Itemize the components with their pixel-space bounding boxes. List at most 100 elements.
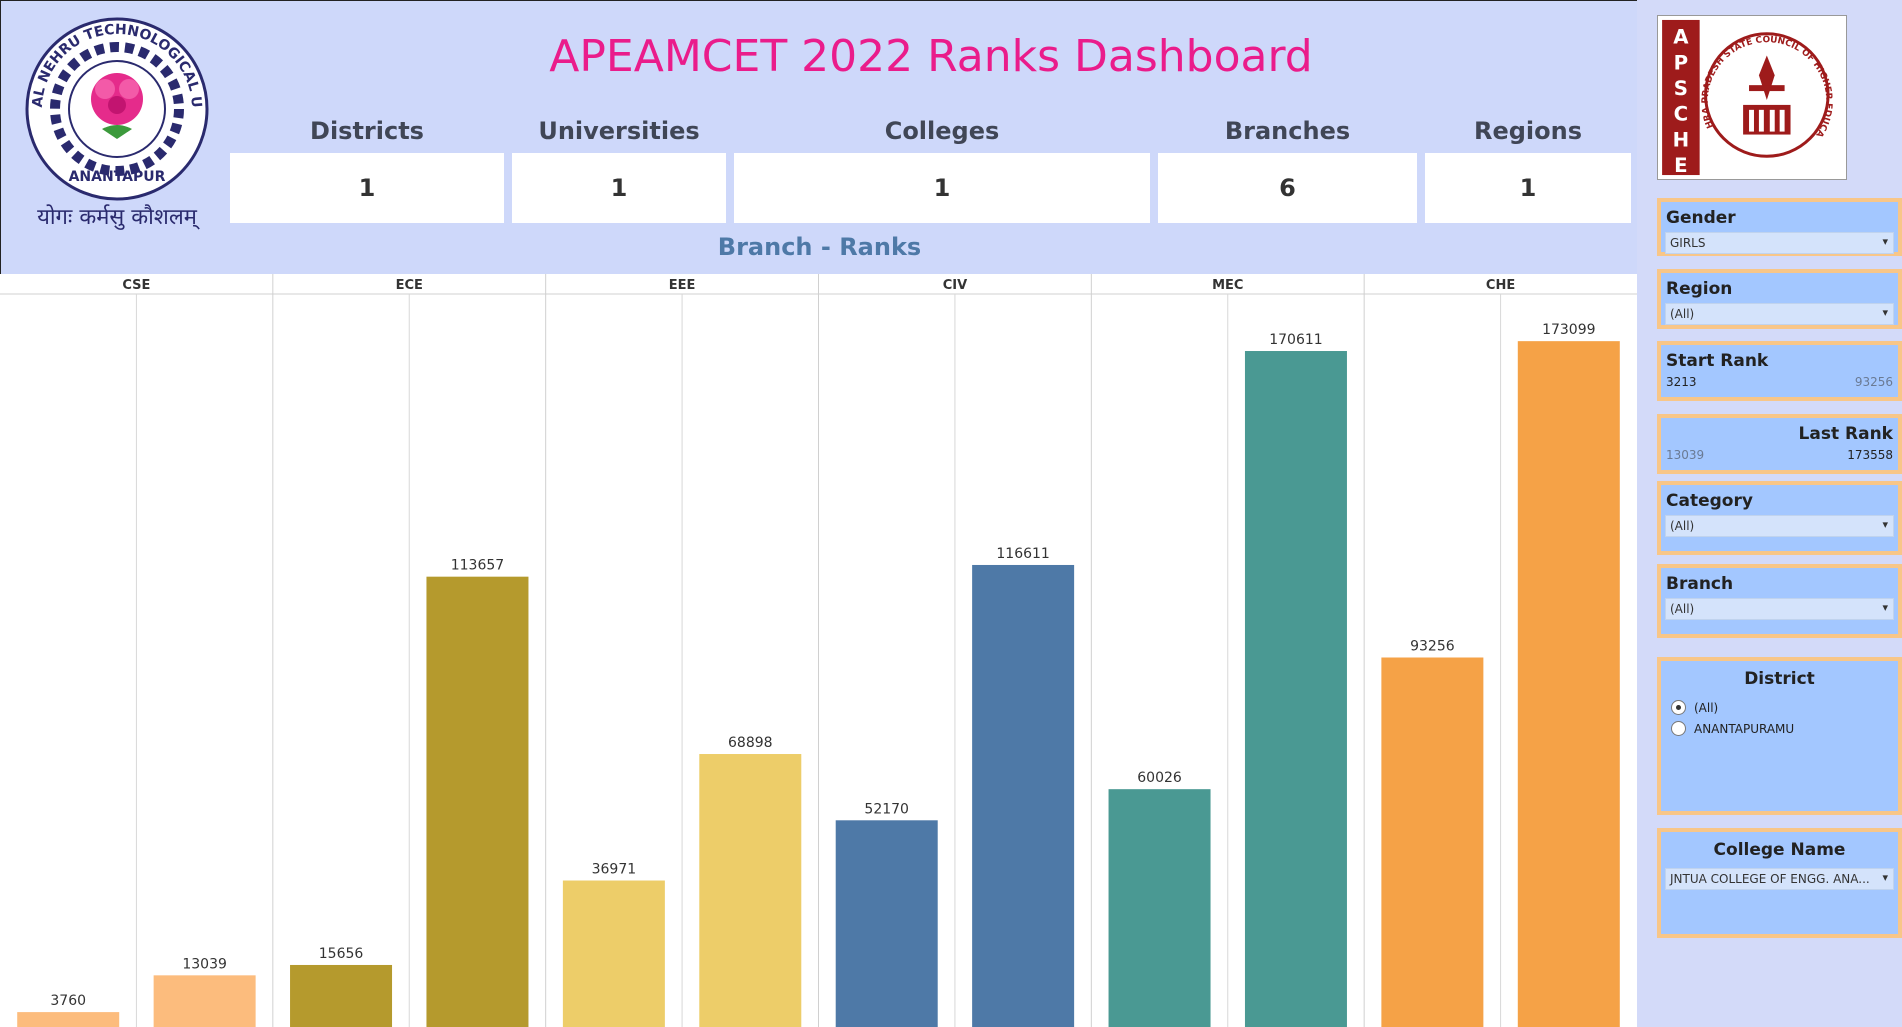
kpi-universities: Universities 1 bbox=[512, 109, 726, 223]
bar bbox=[1381, 657, 1484, 1027]
bar bbox=[17, 1012, 120, 1027]
kpi-regions: Regions 1 bbox=[1425, 109, 1631, 223]
branch-filter: Branch (All) ▾ bbox=[1657, 564, 1902, 638]
data-label: 113657 bbox=[451, 558, 504, 574]
filter-title: College Name bbox=[1713, 840, 1846, 860]
kpi-value: 1 bbox=[1425, 153, 1631, 223]
filter-title: Branch bbox=[1666, 574, 1734, 594]
filter-title: District bbox=[1744, 669, 1815, 689]
chevron-down-icon: ▾ bbox=[1882, 871, 1888, 884]
category-filter: Category (All) ▾ bbox=[1657, 481, 1902, 555]
gender-dropdown[interactable]: GIRLS ▾ bbox=[1665, 232, 1894, 254]
gender-filter: Gender GIRLS ▾ bbox=[1657, 198, 1902, 256]
category-dropdown[interactable]: (All) ▾ bbox=[1665, 515, 1894, 537]
dropdown-value: (All) bbox=[1670, 602, 1695, 616]
start-rank-slider[interactable]: 3213 93256 bbox=[1661, 373, 1898, 391]
dropdown-value: (All) bbox=[1670, 307, 1695, 321]
jntua-logo-icon: JAWAHARLAL NEHRU TECHNOLOGICAL UNIVERSIT… bbox=[17, 9, 209, 230]
region-filter: Region (All) ▾ bbox=[1657, 269, 1902, 329]
kpi-label: Universities bbox=[538, 117, 700, 145]
data-label: 36971 bbox=[592, 862, 637, 878]
category-label: MEC bbox=[1212, 278, 1243, 293]
kpi-label: Districts bbox=[310, 117, 424, 145]
data-label: 13039 bbox=[182, 956, 227, 972]
bar bbox=[699, 754, 802, 1027]
dashboard-header: JAWAHARLAL NEHRU TECHNOLOGICAL UNIVERSIT… bbox=[0, 0, 1637, 274]
district-filter: District (All) ANANTAPURAMU bbox=[1657, 657, 1902, 815]
college-filter: College Name JNTUA COLLEGE OF ENGG. ANA.… bbox=[1657, 828, 1902, 938]
data-label: 68898 bbox=[728, 735, 773, 751]
chevron-down-icon: ▾ bbox=[1882, 518, 1888, 531]
category-label: CSE bbox=[122, 278, 150, 293]
kpi-label: Branches bbox=[1224, 117, 1351, 145]
category-label: CHE bbox=[1486, 278, 1515, 293]
radio-selected-icon bbox=[1671, 700, 1686, 715]
range-high: 173558 bbox=[1847, 448, 1893, 462]
data-label: 93256 bbox=[1410, 639, 1455, 655]
chart-title: Branch - Ranks bbox=[717, 233, 922, 261]
kpi-districts: Districts 1 bbox=[230, 109, 504, 223]
chevron-down-icon: ▾ bbox=[1882, 235, 1888, 248]
kpi-value: 6 bbox=[1158, 153, 1417, 223]
dropdown-value: (All) bbox=[1670, 519, 1695, 533]
logo-motto: योगः कर्मसु कौशलम् bbox=[37, 204, 200, 230]
kpi-label: Colleges bbox=[884, 117, 1000, 145]
last-rank-slider[interactable]: 13039 173558 bbox=[1661, 446, 1898, 464]
bar bbox=[562, 880, 665, 1027]
filter-title: Region bbox=[1666, 279, 1733, 299]
bar bbox=[426, 576, 529, 1027]
data-label: 170611 bbox=[1269, 332, 1322, 348]
dropdown-value: GIRLS bbox=[1670, 236, 1706, 250]
category-label: CIV bbox=[943, 278, 967, 293]
kpi-label: Regions bbox=[1473, 117, 1583, 145]
category-label: EEE bbox=[669, 278, 696, 293]
bar bbox=[1517, 341, 1620, 1027]
district-option-anantapuramu[interactable]: ANANTAPURAMU bbox=[1661, 718, 1898, 739]
bar bbox=[835, 820, 938, 1027]
category-label: ECE bbox=[396, 278, 423, 293]
branch-dropdown[interactable]: (All) ▾ bbox=[1665, 598, 1894, 620]
last-rank-filter: Last Rank 13039 173558 bbox=[1657, 414, 1902, 474]
bar bbox=[1108, 789, 1211, 1027]
kpi-value: 1 bbox=[230, 153, 504, 223]
data-label: 60026 bbox=[1137, 770, 1182, 786]
page-title: APEAMCET 2022 Ranks Dashboard bbox=[549, 31, 1313, 82]
radio-icon bbox=[1671, 721, 1686, 736]
bar bbox=[153, 975, 256, 1027]
filter-title: Start Rank bbox=[1666, 351, 1769, 371]
kpi-colleges: Colleges 1 bbox=[734, 109, 1150, 223]
chevron-down-icon: ▾ bbox=[1882, 306, 1888, 319]
branch-ranks-chart: CSE 3760 13039 ECE 15656 113657 EEE 36971 68898 C… bbox=[0, 274, 1637, 1027]
data-label: 116611 bbox=[996, 546, 1049, 562]
svg-text:S: S bbox=[1674, 77, 1688, 100]
bar bbox=[1244, 351, 1347, 1027]
dropdown-value: JNTUA COLLEGE OF ENGG. ANA... bbox=[1670, 872, 1870, 886]
college-dropdown[interactable]: JNTUA COLLEGE OF ENGG. ANA... ▾ bbox=[1665, 868, 1894, 890]
range-low: 3213 bbox=[1666, 375, 1697, 389]
apsche-logo-icon: A P S C H E ANDHRA PRADESH STATE COUNCIL… bbox=[1657, 15, 1847, 180]
svg-text:A: A bbox=[1673, 26, 1689, 49]
kpi-value: 1 bbox=[734, 153, 1150, 223]
chevron-down-icon: ▾ bbox=[1882, 601, 1888, 614]
logo-bottom-text: ANANTAPUR bbox=[69, 169, 166, 185]
svg-text:C: C bbox=[1674, 103, 1689, 126]
district-option-all[interactable]: (All) bbox=[1661, 697, 1898, 718]
data-label: 52170 bbox=[864, 801, 909, 817]
data-label: 173099 bbox=[1542, 322, 1595, 338]
bar bbox=[290, 964, 393, 1027]
svg-text:H: H bbox=[1673, 128, 1690, 151]
range-low: 13039 bbox=[1666, 448, 1705, 462]
region-dropdown[interactable]: (All) ▾ bbox=[1665, 303, 1894, 325]
filter-title: Gender bbox=[1666, 208, 1736, 228]
chart-svg: CSE 3760 13039 ECE 15656 113657 EEE 36971 68898 C… bbox=[0, 274, 1637, 1027]
option-label: ANANTAPURAMU bbox=[1694, 721, 1795, 736]
range-high: 93256 bbox=[1854, 375, 1893, 389]
svg-text:E: E bbox=[1674, 154, 1688, 177]
data-label: 15656 bbox=[319, 946, 364, 962]
bar bbox=[972, 564, 1075, 1027]
kpi-branches: Branches 6 bbox=[1158, 109, 1417, 223]
filter-title: Category bbox=[1666, 491, 1753, 511]
start-rank-filter: Start Rank 3213 93256 bbox=[1657, 341, 1902, 401]
filter-panel: A P S C H E ANDHRA PRADESH STATE COUNCIL… bbox=[1637, 0, 1902, 1027]
option-label: (All) bbox=[1694, 700, 1719, 715]
